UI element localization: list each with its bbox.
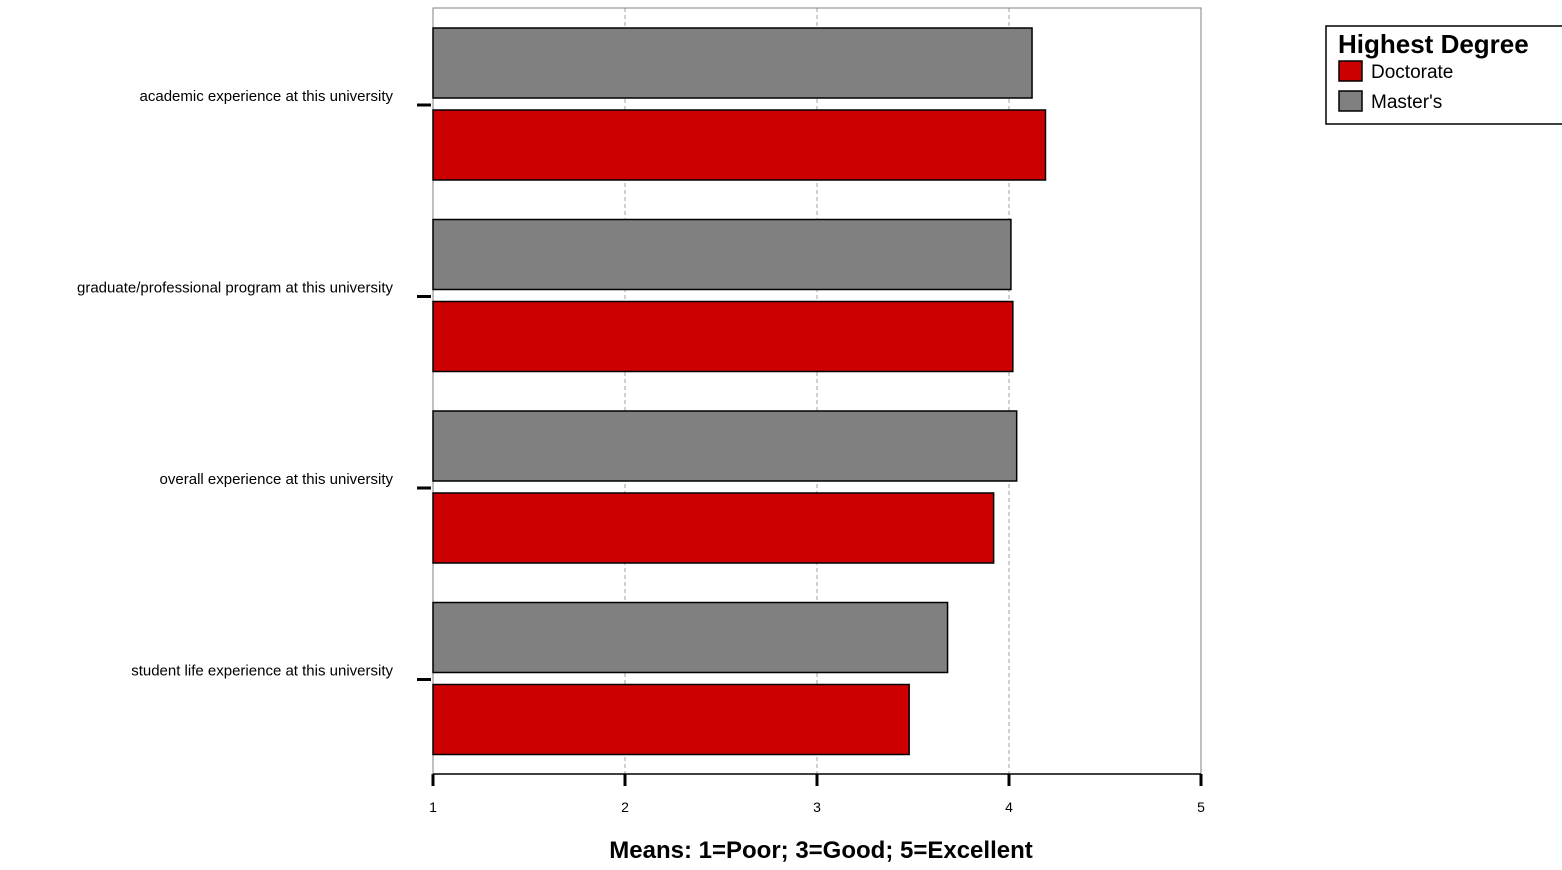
bar-masters: [432, 27, 1033, 99]
x-tick-label: 4: [1005, 799, 1013, 815]
category-labels: academic experience at this university gr…: [77, 88, 431, 681]
category-label: student life experience at this universi…: [131, 663, 393, 680]
x-axis-ticks: 1 2 3 4 5: [429, 774, 1205, 815]
legend-box: [1325, 25, 1562, 125]
legend-swatch-doctorate: [1338, 60, 1363, 82]
legend-label-doctorate: Doctorate: [1371, 62, 1453, 83]
bar-masters: [432, 410, 1018, 482]
bar-masters: [432, 218, 1012, 291]
x-tick-label: 3: [813, 799, 821, 815]
legend-label-masters: Master's: [1371, 92, 1442, 113]
x-tick-label: 1: [429, 799, 437, 815]
category-label: overall experience at this university: [160, 471, 394, 488]
category-label: academic experience at this university: [140, 88, 394, 105]
legend-title: Highest Degree: [1338, 29, 1529, 59]
bar-doctorate: [432, 300, 1014, 373]
bars-group: [432, 27, 1047, 756]
category-label: graduate/professional program at this un…: [77, 280, 393, 297]
bar-doctorate: [432, 109, 1047, 181]
x-tick-label: 2: [621, 799, 629, 815]
legend: Highest Degree Doctorate Master's: [1325, 25, 1562, 125]
x-tick-label: 5: [1197, 799, 1205, 815]
bar-doctorate: [432, 492, 995, 564]
legend-swatch-masters: [1338, 90, 1363, 112]
bar-doctorate: [432, 683, 910, 756]
x-axis-label: Means: 1=Poor; 3=Good; 5=Excellent: [609, 837, 1032, 864]
bar-masters: [432, 601, 949, 674]
